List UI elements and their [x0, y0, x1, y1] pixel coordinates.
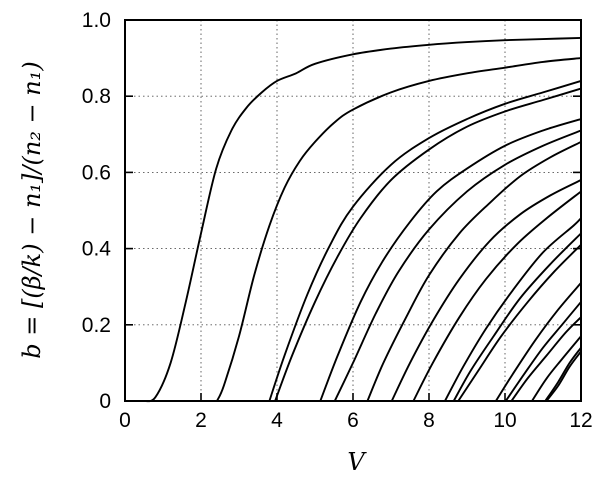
mode-curve-7	[366, 140, 582, 402]
y-tick-label: 0	[99, 390, 111, 413]
x-tick-label: 6	[347, 409, 359, 432]
x-tick-label: 12	[569, 409, 592, 432]
y-tick-label: 0.4	[82, 238, 112, 261]
mode-curve-10	[444, 217, 582, 402]
mode-curve-15	[510, 316, 582, 402]
mode-curve-9	[412, 190, 582, 402]
mode-curve-17	[544, 346, 582, 402]
y-tick-label: 0.2	[82, 314, 111, 337]
y-tick-label: 0.8	[82, 85, 111, 108]
x-axis-label: V	[347, 448, 367, 476]
x-tick-labels: 0 2 4 6 8 10 12	[119, 409, 593, 432]
mode-curve-13	[494, 281, 582, 402]
mode-curve-2	[216, 57, 582, 402]
mode-curve-16	[531, 335, 582, 402]
plot-frame	[124, 19, 582, 402]
mode-curve-18	[545, 350, 582, 402]
y-tick-labels: 0 0.2 0.4 0.6 0.8 1.0	[82, 9, 112, 413]
x-tick-label: 8	[423, 409, 435, 432]
grid	[125, 20, 581, 401]
x-tick-label: 0	[119, 409, 131, 432]
y-axis-label: b = [(β/k) − n₁]/(n₂ − n₁)	[18, 61, 46, 358]
mode-curve-5	[319, 118, 582, 402]
mode-curve-4	[274, 87, 582, 402]
x-tick-label: 10	[493, 409, 516, 432]
mode-curve-8	[390, 179, 582, 402]
x-tick-label: 2	[195, 409, 207, 432]
y-tick-label: 1.0	[82, 9, 111, 32]
mode-curve-3	[268, 80, 582, 402]
mode-curves	[143, 36, 582, 403]
mode-curve-11	[452, 232, 582, 402]
y-tick-label: 0.6	[82, 161, 111, 184]
mode-curve-12	[457, 243, 582, 402]
x-tick-label: 4	[271, 409, 283, 432]
mode-curve-14	[504, 300, 582, 402]
mode-curve-1	[143, 36, 582, 403]
mode-curve-6	[333, 129, 582, 402]
